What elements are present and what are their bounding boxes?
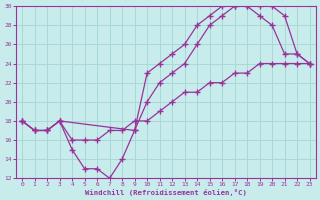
X-axis label: Windchill (Refroidissement éolien,°C): Windchill (Refroidissement éolien,°C) bbox=[85, 189, 247, 196]
